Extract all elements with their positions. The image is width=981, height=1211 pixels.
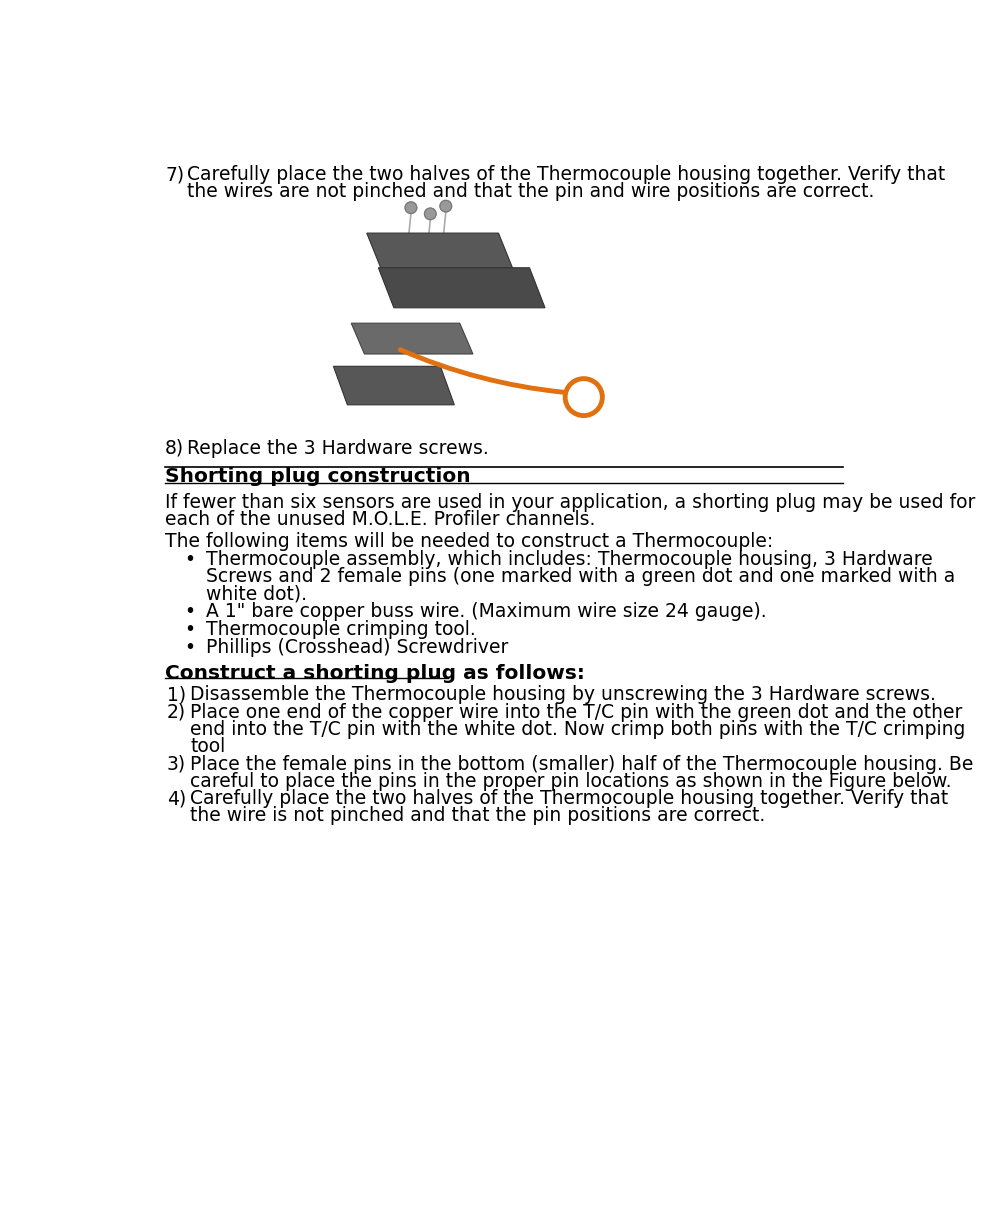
Text: •: • xyxy=(184,602,196,621)
Circle shape xyxy=(440,200,451,212)
Text: 1): 1) xyxy=(167,685,186,704)
Text: Thermocouple assembly, which includes: Thermocouple housing, 3 Hardware: Thermocouple assembly, which includes: T… xyxy=(206,551,932,569)
Polygon shape xyxy=(334,366,454,404)
Text: Carefully place the two halves of the Thermocouple housing together. Verify that: Carefully place the two halves of the Th… xyxy=(187,166,946,184)
Text: the wires are not pinched and that the pin and wire positions are correct.: the wires are not pinched and that the p… xyxy=(187,183,874,201)
Text: Disassemble the Thermocouple housing by unscrewing the 3 Hardware screws.: Disassemble the Thermocouple housing by … xyxy=(190,685,936,704)
Text: careful to place the pins in the proper pin locations as shown in the Figure bel: careful to place the pins in the proper … xyxy=(190,771,952,791)
Text: tool: tool xyxy=(190,736,226,756)
Polygon shape xyxy=(367,233,514,271)
Text: the wire is not pinched and that the pin positions are correct.: the wire is not pinched and that the pin… xyxy=(190,807,765,825)
Text: Thermocouple crimping tool.: Thermocouple crimping tool. xyxy=(206,620,476,639)
Text: Place the female pins in the bottom (smaller) half of the Thermocouple housing. : Place the female pins in the bottom (sma… xyxy=(190,754,973,774)
Text: The following items will be needed to construct a Thermocouple:: The following items will be needed to co… xyxy=(165,532,773,551)
Text: end into the T/C pin with the white dot. Now crimp both pins with the T/C crimpi: end into the T/C pin with the white dot.… xyxy=(190,719,965,739)
Text: Screws and 2 female pins (one marked with a green dot and one marked with a: Screws and 2 female pins (one marked wit… xyxy=(206,568,955,586)
Circle shape xyxy=(405,202,417,213)
Text: 4): 4) xyxy=(167,790,186,809)
Text: A 1" bare copper buss wire. (Maximum wire size 24 gauge).: A 1" bare copper buss wire. (Maximum wir… xyxy=(206,602,766,621)
Circle shape xyxy=(425,208,437,219)
Text: Phillips (Crosshead) Screwdriver: Phillips (Crosshead) Screwdriver xyxy=(206,638,508,656)
Text: Shorting plug construction: Shorting plug construction xyxy=(165,466,471,486)
Text: 2): 2) xyxy=(167,702,186,722)
Text: If fewer than six sensors are used in your application, a shorting plug may be u: If fewer than six sensors are used in yo… xyxy=(165,493,976,512)
Text: Place one end of the copper wire into the T/C pin with the green dot and the oth: Place one end of the copper wire into th… xyxy=(190,702,962,722)
Text: •: • xyxy=(184,638,196,656)
Text: •: • xyxy=(184,551,196,569)
Text: Replace the 3 Hardware screws.: Replace the 3 Hardware screws. xyxy=(187,438,489,458)
Text: 7): 7) xyxy=(165,166,184,184)
Polygon shape xyxy=(379,268,545,308)
Text: •: • xyxy=(184,620,196,639)
Text: 3): 3) xyxy=(167,754,186,774)
Text: 8): 8) xyxy=(165,438,184,458)
Text: Carefully place the two halves of the Thermocouple housing together. Verify that: Carefully place the two halves of the Th… xyxy=(190,790,949,809)
Polygon shape xyxy=(351,323,473,354)
Text: each of the unused M.O.L.E. Profiler channels.: each of the unused M.O.L.E. Profiler cha… xyxy=(165,510,595,529)
Text: Construct a shorting plug as follows:: Construct a shorting plug as follows: xyxy=(165,664,585,683)
Text: white dot).: white dot). xyxy=(206,585,306,603)
